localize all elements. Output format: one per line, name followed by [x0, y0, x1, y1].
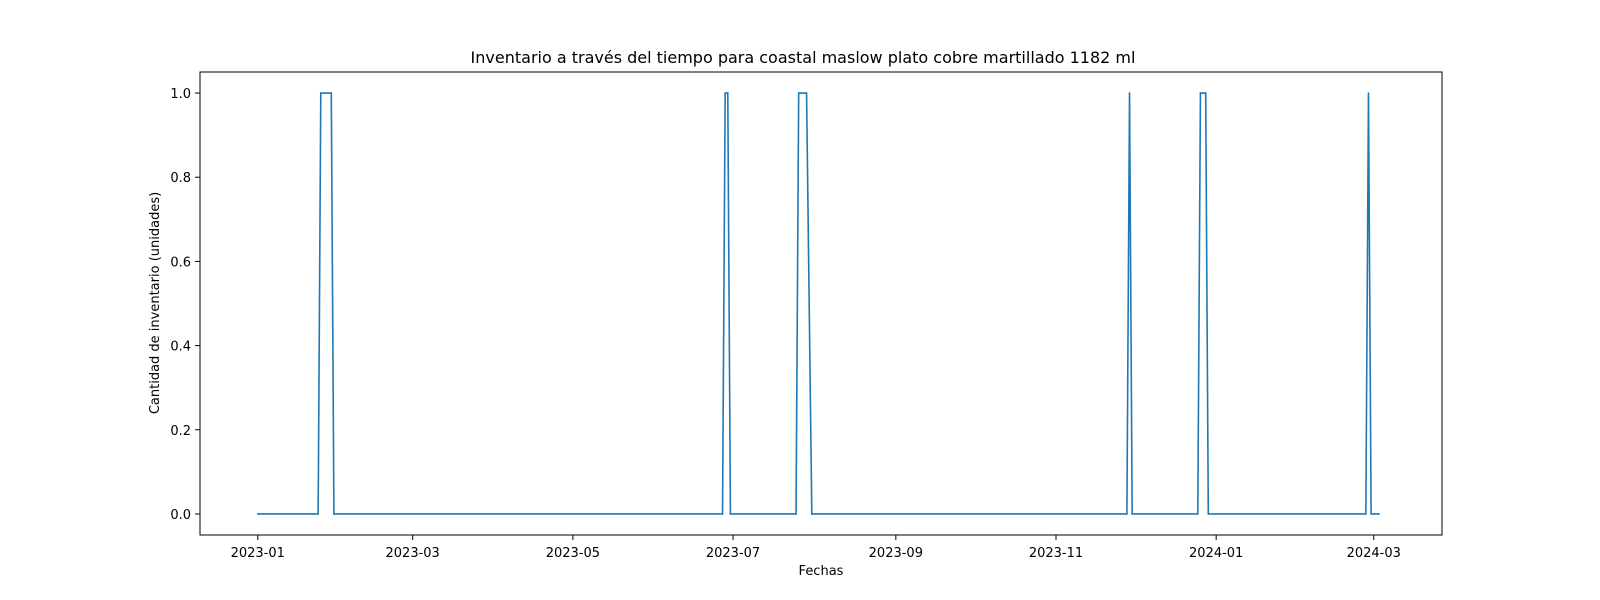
series-data-point — [256, 513, 259, 515]
y-tick-label: 0.4 — [170, 340, 191, 355]
series-data-point — [721, 513, 724, 515]
y-tick-label: 0.6 — [170, 255, 191, 270]
series-data-point — [729, 513, 732, 515]
y-axis-label: Cantidad de inventario (unidades) — [148, 192, 163, 414]
series-data-point — [1197, 513, 1199, 515]
series-data-point — [724, 92, 726, 94]
series-data-point — [1131, 513, 1133, 515]
series-data-point — [797, 92, 800, 94]
y-tick-label: 1.0 — [170, 87, 191, 102]
x-tick-label: 2024-01 — [1189, 546, 1243, 561]
series-data-point — [1199, 92, 1202, 94]
y-axis: 0.0 0.2 0.4 0.6 0.8 1.0 — [170, 87, 200, 523]
x-tick-label: 2023-03 — [386, 546, 440, 561]
y-tick-label: 0.0 — [170, 508, 191, 523]
chart-title: Inventario a través del tiempo para coas… — [471, 48, 1136, 67]
series-data-point — [319, 92, 322, 94]
series-data-point — [805, 92, 808, 94]
series-data-point — [330, 92, 333, 94]
series-data-point — [1128, 92, 1131, 94]
x-tick-label: 2023-01 — [231, 546, 285, 561]
series-data-point — [317, 513, 319, 515]
series-data-point — [1204, 92, 1207, 94]
series-data-point — [1378, 513, 1380, 515]
y-tick-label: 0.2 — [170, 424, 191, 439]
series-data-point — [1126, 513, 1128, 515]
y-tick-label: 0.8 — [170, 171, 191, 186]
x-axis-label: Fechas — [799, 564, 844, 579]
x-tick-label: 2023-07 — [706, 546, 760, 561]
x-tick-label: 2023-05 — [546, 546, 600, 561]
series-data-point — [1370, 513, 1372, 515]
x-axis: 2023-01 2023-03 2023-05 2023-07 2023-09 2023-… — [231, 535, 1401, 561]
x-tick-label: 2023-11 — [1029, 546, 1083, 561]
plot-area-frame — [199, 71, 1443, 536]
x-tick-label: 2023-09 — [869, 546, 923, 561]
series-data-point — [811, 513, 813, 515]
inventory-series-points — [256, 92, 1380, 515]
series-data-point — [795, 513, 797, 515]
series-data-point — [1207, 513, 1210, 515]
series-data-point — [726, 92, 729, 94]
x-tick-label: 2024-03 — [1347, 546, 1401, 561]
inventory-series-line — [257, 92, 1379, 515]
series-data-point — [1365, 513, 1367, 515]
series-data-point — [1367, 92, 1370, 94]
series-data-point — [333, 513, 335, 515]
